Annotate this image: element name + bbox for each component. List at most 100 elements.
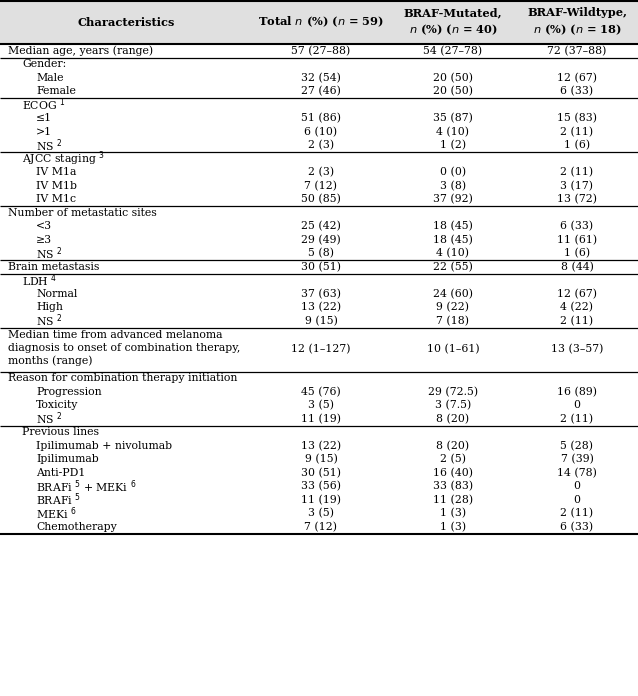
Text: 6 (33): 6 (33): [560, 221, 593, 231]
Text: Brain metastasis: Brain metastasis: [8, 262, 100, 271]
Text: 29 (72.5): 29 (72.5): [428, 386, 478, 397]
Text: 50 (85): 50 (85): [301, 194, 341, 205]
Text: 1 (3): 1 (3): [440, 508, 466, 519]
Text: 12 (1–127): 12 (1–127): [292, 345, 351, 355]
Text: 13 (72): 13 (72): [557, 194, 597, 205]
Text: 13 (22): 13 (22): [301, 441, 341, 451]
Text: 0 (0): 0 (0): [440, 167, 466, 177]
Bar: [0, 0, 638, 44]
Text: 22 (55): 22 (55): [433, 262, 473, 272]
Text: ≤1: ≤1: [36, 113, 52, 123]
Text: IV M1a: IV M1a: [36, 167, 77, 177]
Text: 13 (3–57): 13 (3–57): [551, 345, 603, 355]
Text: 72 (37–88): 72 (37–88): [547, 46, 607, 56]
Text: 37 (63): 37 (63): [301, 289, 341, 299]
Text: 3 (5): 3 (5): [308, 400, 334, 411]
Text: Previous lines: Previous lines: [22, 427, 99, 437]
Text: 4 (10): 4 (10): [436, 127, 470, 137]
Text: >1: >1: [36, 127, 52, 136]
Text: 8 (20): 8 (20): [436, 413, 470, 424]
Text: NS $^{2}$: NS $^{2}$: [36, 245, 63, 262]
Text: Ipilimumab: Ipilimumab: [36, 454, 99, 464]
Text: Female: Female: [36, 86, 76, 96]
Text: Progression: Progression: [36, 387, 101, 397]
Text: 11 (19): 11 (19): [301, 413, 341, 424]
Text: NS $^{2}$: NS $^{2}$: [36, 411, 63, 427]
Text: 6 (33): 6 (33): [560, 86, 593, 97]
Text: 33 (56): 33 (56): [301, 481, 341, 491]
Text: 0: 0: [574, 495, 581, 505]
Text: 3 (7.5): 3 (7.5): [435, 400, 471, 411]
Text: Gender:: Gender:: [22, 59, 66, 69]
Text: 10 (1–61): 10 (1–61): [427, 345, 479, 355]
Text: BRAFi $^{5}$: BRAFi $^{5}$: [36, 491, 81, 508]
Text: BRAF-Wildtype,
$\it{n}$ (%) ($\it{n}$ = 18): BRAF-Wildtype, $\it{n}$ (%) ($\it{n}$ = …: [527, 7, 627, 37]
Text: Median age, years (range): Median age, years (range): [8, 45, 153, 56]
Text: Anti-PD1: Anti-PD1: [36, 468, 85, 477]
Text: 3 (5): 3 (5): [308, 508, 334, 519]
Text: IV M1c: IV M1c: [36, 194, 76, 204]
Text: 15 (83): 15 (83): [557, 113, 597, 123]
Text: 2 (3): 2 (3): [308, 140, 334, 150]
Text: 2 (3): 2 (3): [308, 167, 334, 177]
Text: 2 (11): 2 (11): [560, 508, 593, 519]
Text: 2 (11): 2 (11): [560, 167, 593, 177]
Text: Toxicity: Toxicity: [36, 400, 78, 410]
Text: 1 (2): 1 (2): [440, 140, 466, 150]
Text: NS $^{2}$: NS $^{2}$: [36, 313, 63, 329]
Text: 7 (12): 7 (12): [304, 180, 338, 191]
Text: 13 (22): 13 (22): [301, 302, 341, 313]
Text: Reason for combination therapy initiation: Reason for combination therapy initiatio…: [8, 373, 237, 383]
Text: 37 (92): 37 (92): [433, 194, 473, 205]
Text: 11 (19): 11 (19): [301, 495, 341, 505]
Text: ECOG $^{1}$: ECOG $^{1}$: [22, 97, 66, 113]
Text: 18 (45): 18 (45): [433, 235, 473, 245]
Text: LDH $^{4}$: LDH $^{4}$: [22, 272, 57, 289]
Text: Chemotherapy: Chemotherapy: [36, 522, 117, 532]
Text: High: High: [36, 302, 63, 313]
Text: 24 (60): 24 (60): [433, 289, 473, 299]
Text: 35 (87): 35 (87): [433, 113, 473, 123]
Text: 8 (20): 8 (20): [436, 441, 470, 451]
Text: 2 (11): 2 (11): [560, 413, 593, 424]
Text: 18 (45): 18 (45): [433, 221, 473, 231]
Text: 4 (10): 4 (10): [436, 248, 470, 258]
Text: MEKi $^{6}$: MEKi $^{6}$: [36, 505, 77, 521]
Text: 4 (22): 4 (22): [561, 302, 593, 313]
Text: 7 (18): 7 (18): [436, 315, 470, 326]
Text: 2 (11): 2 (11): [560, 127, 593, 137]
Text: 12 (67): 12 (67): [557, 72, 597, 83]
Text: 0: 0: [574, 481, 581, 491]
Text: 27 (46): 27 (46): [301, 86, 341, 97]
Text: IV M1b: IV M1b: [36, 181, 77, 191]
Text: 2 (11): 2 (11): [560, 315, 593, 326]
Text: AJCC staging $^{3}$: AJCC staging $^{3}$: [22, 150, 105, 168]
Text: 5 (28): 5 (28): [561, 441, 593, 451]
Text: 32 (54): 32 (54): [301, 72, 341, 83]
Text: 33 (83): 33 (83): [433, 481, 473, 491]
Text: 6 (10): 6 (10): [304, 127, 338, 137]
Text: 51 (86): 51 (86): [301, 113, 341, 123]
Text: 1 (6): 1 (6): [564, 248, 590, 258]
Text: 20 (50): 20 (50): [433, 72, 473, 83]
Text: 3 (17): 3 (17): [561, 180, 593, 191]
Text: 1 (6): 1 (6): [564, 140, 590, 150]
Text: 9 (15): 9 (15): [304, 454, 338, 464]
Text: 29 (49): 29 (49): [301, 235, 341, 245]
Text: 3 (8): 3 (8): [440, 180, 466, 191]
Text: Male: Male: [36, 73, 64, 83]
Text: Normal: Normal: [36, 289, 77, 299]
Text: 54 (27–78): 54 (27–78): [424, 46, 482, 56]
Text: Number of metastatic sites: Number of metastatic sites: [8, 207, 157, 218]
Text: 0: 0: [574, 400, 581, 410]
Text: 8 (44): 8 (44): [561, 262, 593, 272]
Text: NS $^{2}$: NS $^{2}$: [36, 137, 63, 154]
Text: 57 (27–88): 57 (27–88): [292, 46, 351, 56]
Text: 7 (12): 7 (12): [304, 521, 338, 532]
Text: Ipilimumab + nivolumab: Ipilimumab + nivolumab: [36, 441, 172, 451]
Text: 14 (78): 14 (78): [557, 468, 597, 478]
Text: Characteristics: Characteristics: [77, 17, 175, 28]
Text: 6 (33): 6 (33): [560, 521, 593, 532]
Text: 20 (50): 20 (50): [433, 86, 473, 97]
Text: 16 (89): 16 (89): [557, 386, 597, 397]
